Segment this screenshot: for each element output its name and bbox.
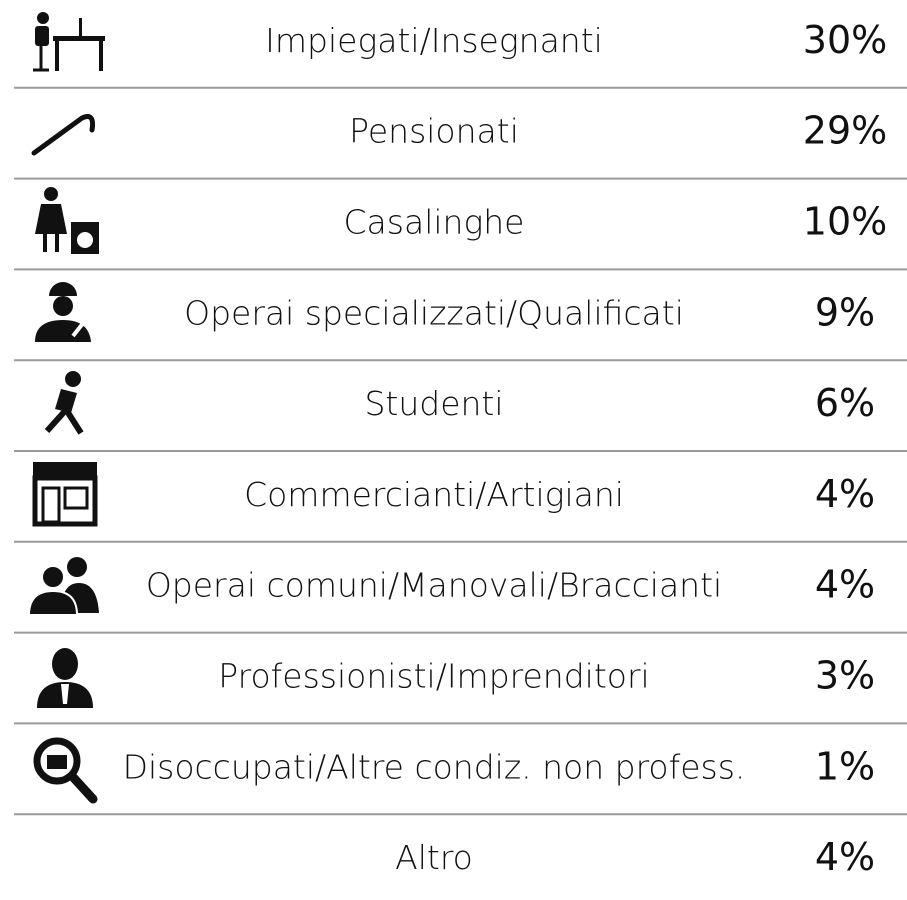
icon-shop [32,462,98,527]
row-label: Studenti [364,384,503,423]
row-label: Pensionati [349,112,519,151]
row-value: 6% [815,381,875,425]
row-label: Disoccupati/Altre condiz. non profess. [123,747,746,786]
icon-student [44,371,84,435]
icon-search [33,737,98,804]
icon-office [33,12,105,72]
row-value: 10% [803,200,887,244]
row-value: 4% [815,835,875,879]
icon-professional [37,648,93,708]
row-value: 29% [803,109,887,153]
icons [27,12,105,804]
row-label: Altro [395,838,473,877]
row-label: Operai specializzati/Qualificati [184,293,684,332]
row-value: 30% [803,18,887,62]
row-label: Casalinghe [344,203,525,242]
icon-skilled-worker [35,282,97,342]
row-value: 3% [815,654,875,698]
row-value: 4% [815,563,875,607]
icon-cane [31,114,95,156]
icon-housewife [35,187,99,254]
row-label: Commercianti/Artigiani [244,475,624,514]
row-label: Impiegati/Insegnanti [265,21,603,60]
row-value: 4% [815,472,875,516]
row-value: 1% [815,744,875,788]
icon-labourers [27,557,99,616]
row-label: Professionisti/Imprenditori [218,657,649,696]
row-label: Operai comuni/Manovali/Braccianti [146,566,722,605]
row-value: 9% [815,290,875,334]
